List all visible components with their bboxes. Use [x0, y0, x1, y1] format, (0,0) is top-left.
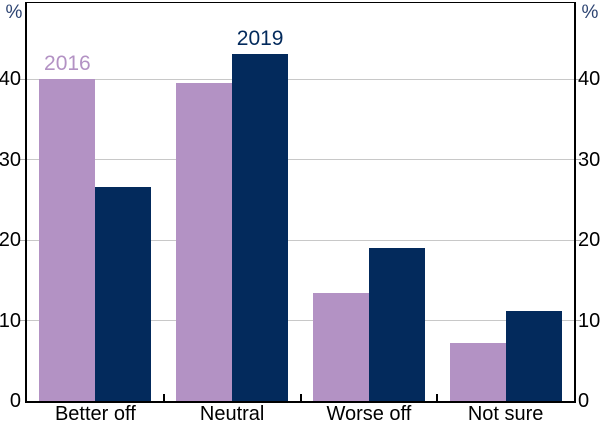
- right-tick-10: [575, 320, 581, 322]
- bar-2016-neutral: [176, 82, 233, 401]
- bar-2019-neutral: [232, 53, 289, 401]
- y-tick-label-left-20: 20: [0, 229, 21, 252]
- y-tick-label-right-30: 30: [578, 148, 600, 171]
- bar-2016-better-off: [39, 79, 96, 401]
- right-tick-40: [575, 78, 581, 80]
- y-tick-label-left-10: 10: [0, 309, 21, 332]
- left-tick-20: [20, 239, 26, 241]
- y-tick-label-right-0: 0: [578, 390, 590, 412]
- series-label-2016: 2016: [44, 52, 91, 76]
- y-tick-label-right-10: 10: [578, 309, 600, 332]
- y-axis-left: [25, 3, 27, 403]
- y-tick-label-right-20: 20: [578, 229, 600, 252]
- x-category-label: Neutral: [199, 403, 265, 425]
- plot-top-border: [25, 1, 576, 3]
- bar-2016-worse-off: [312, 293, 369, 401]
- right-tick-30: [575, 159, 581, 161]
- left-tick-30: [20, 159, 26, 161]
- x-boundary-tick: [436, 394, 439, 401]
- x-axis: [25, 401, 576, 403]
- gridline-40: [27, 78, 574, 80]
- gridline-10: [27, 320, 574, 322]
- right-tick-20: [575, 239, 581, 241]
- y-tick-label-right-40: 40: [578, 68, 600, 91]
- y-tick-label-left-30: 30: [0, 148, 21, 171]
- y-axis-unit-left: %: [5, 2, 23, 23]
- bar-2016-not-sure: [449, 343, 506, 401]
- x-category-label: Better off: [54, 403, 136, 425]
- bar-2019-worse-off: [368, 248, 425, 401]
- gridline-20: [27, 239, 574, 241]
- left-tick-10: [20, 320, 26, 322]
- y-axis-right: [574, 3, 576, 403]
- x-category-label: Worse off: [326, 403, 412, 425]
- x-category-label: Not sure: [467, 403, 544, 425]
- bar-2019-better-off: [95, 187, 152, 401]
- bar-2019-not-sure: [505, 310, 562, 401]
- y-tick-label-left-0: 0: [9, 390, 21, 412]
- x-boundary-tick: [299, 394, 302, 401]
- y-axis-unit-right: %: [581, 2, 599, 23]
- y-tick-label-left-40: 40: [0, 68, 21, 91]
- left-tick-40: [20, 78, 26, 80]
- x-boundary-tick: [162, 394, 165, 401]
- series-label-2019: 2019: [236, 26, 284, 50]
- gridline-30: [27, 159, 574, 161]
